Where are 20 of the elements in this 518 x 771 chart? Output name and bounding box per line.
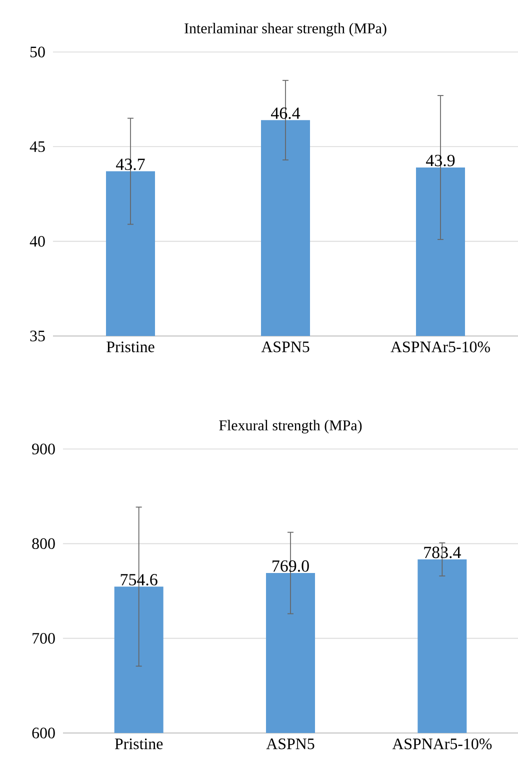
x-tick-label: ASPNAr5-10% xyxy=(392,738,492,750)
x-tick-label: ASPN5 xyxy=(266,738,314,750)
y-tick-label: 50 xyxy=(30,46,45,58)
x-tick-label: ASPNAr5-10% xyxy=(390,342,490,352)
chart-title: Interlaminar shear strength (MPa) xyxy=(184,22,386,36)
data-label: 43.7 xyxy=(116,158,145,170)
y-tick-label: 800 xyxy=(32,538,55,550)
y-tick-label: 700 xyxy=(32,632,55,644)
y-tick-label: 45 xyxy=(30,141,45,152)
chart-title: Flexural strength (MPa) xyxy=(219,420,362,434)
data-label: 46.4 xyxy=(271,107,300,119)
x-tick-label: ASPN5 xyxy=(261,342,310,352)
data-label: 769.0 xyxy=(272,560,309,572)
y-tick-label: 35 xyxy=(30,330,45,342)
y-tick-label: 600 xyxy=(32,728,55,738)
data-label: 43.9 xyxy=(426,154,455,166)
y-tick-label: 40 xyxy=(30,236,45,247)
x-tick-label: Pristine xyxy=(114,738,163,750)
y-tick-label: 900 xyxy=(32,444,55,454)
x-tick-label: Pristine xyxy=(106,342,154,352)
